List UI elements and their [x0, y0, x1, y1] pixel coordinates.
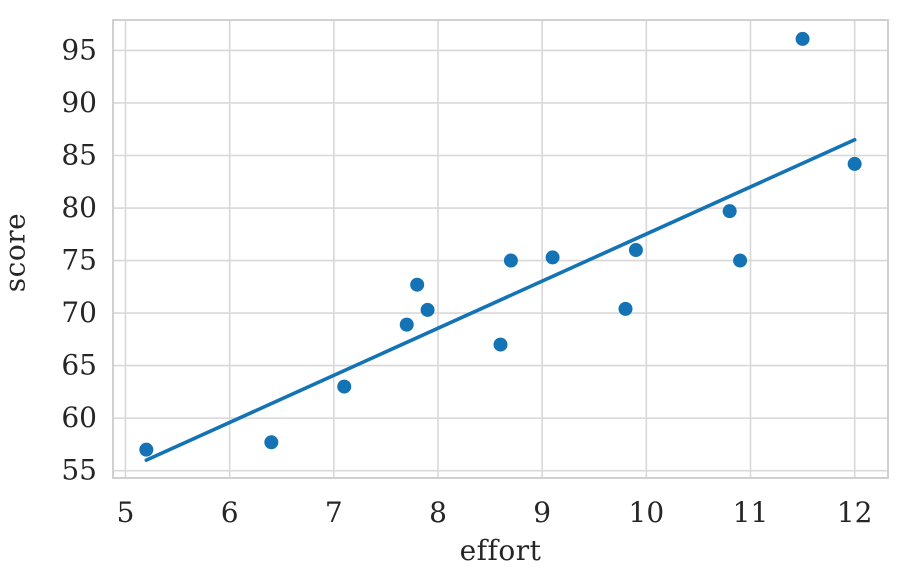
data-point	[420, 302, 435, 317]
data-point	[399, 317, 414, 332]
x-tick-label: 11	[733, 496, 769, 529]
y-axis-label: score	[0, 212, 32, 293]
y-tick-label: 60	[61, 401, 97, 434]
x-tick-label: 10	[629, 496, 665, 529]
data-point	[795, 31, 810, 46]
x-axis-label: effort	[459, 534, 542, 567]
data-point	[628, 243, 643, 258]
plot-border	[112, 19, 889, 479]
x-tick-label: 12	[837, 496, 873, 529]
data-point	[139, 442, 154, 457]
x-tick-label: 6	[221, 496, 239, 529]
y-tick-label: 95	[61, 33, 97, 66]
data-point	[545, 250, 560, 265]
y-tick-label: 85	[61, 139, 97, 172]
data-point	[847, 156, 862, 171]
y-tick-label: 90	[61, 86, 97, 119]
x-tick-label: 8	[429, 496, 447, 529]
y-tick-label: 65	[61, 349, 97, 382]
data-point	[618, 301, 633, 316]
data-point	[722, 204, 737, 219]
data-point	[503, 253, 518, 268]
y-tick-label: 70	[61, 296, 97, 329]
data-point	[410, 277, 425, 292]
regression-line	[144, 137, 857, 462]
x-tick-label: 5	[117, 496, 135, 529]
data-point	[733, 253, 748, 268]
data-point	[493, 337, 508, 352]
y-tick-label: 55	[61, 454, 97, 487]
data-point	[337, 379, 352, 394]
y-tick-label: 80	[61, 191, 97, 224]
x-tick-label: 9	[533, 496, 551, 529]
data-point	[264, 435, 279, 450]
x-tick-label: 7	[325, 496, 343, 529]
y-tick-label: 75	[61, 244, 97, 277]
